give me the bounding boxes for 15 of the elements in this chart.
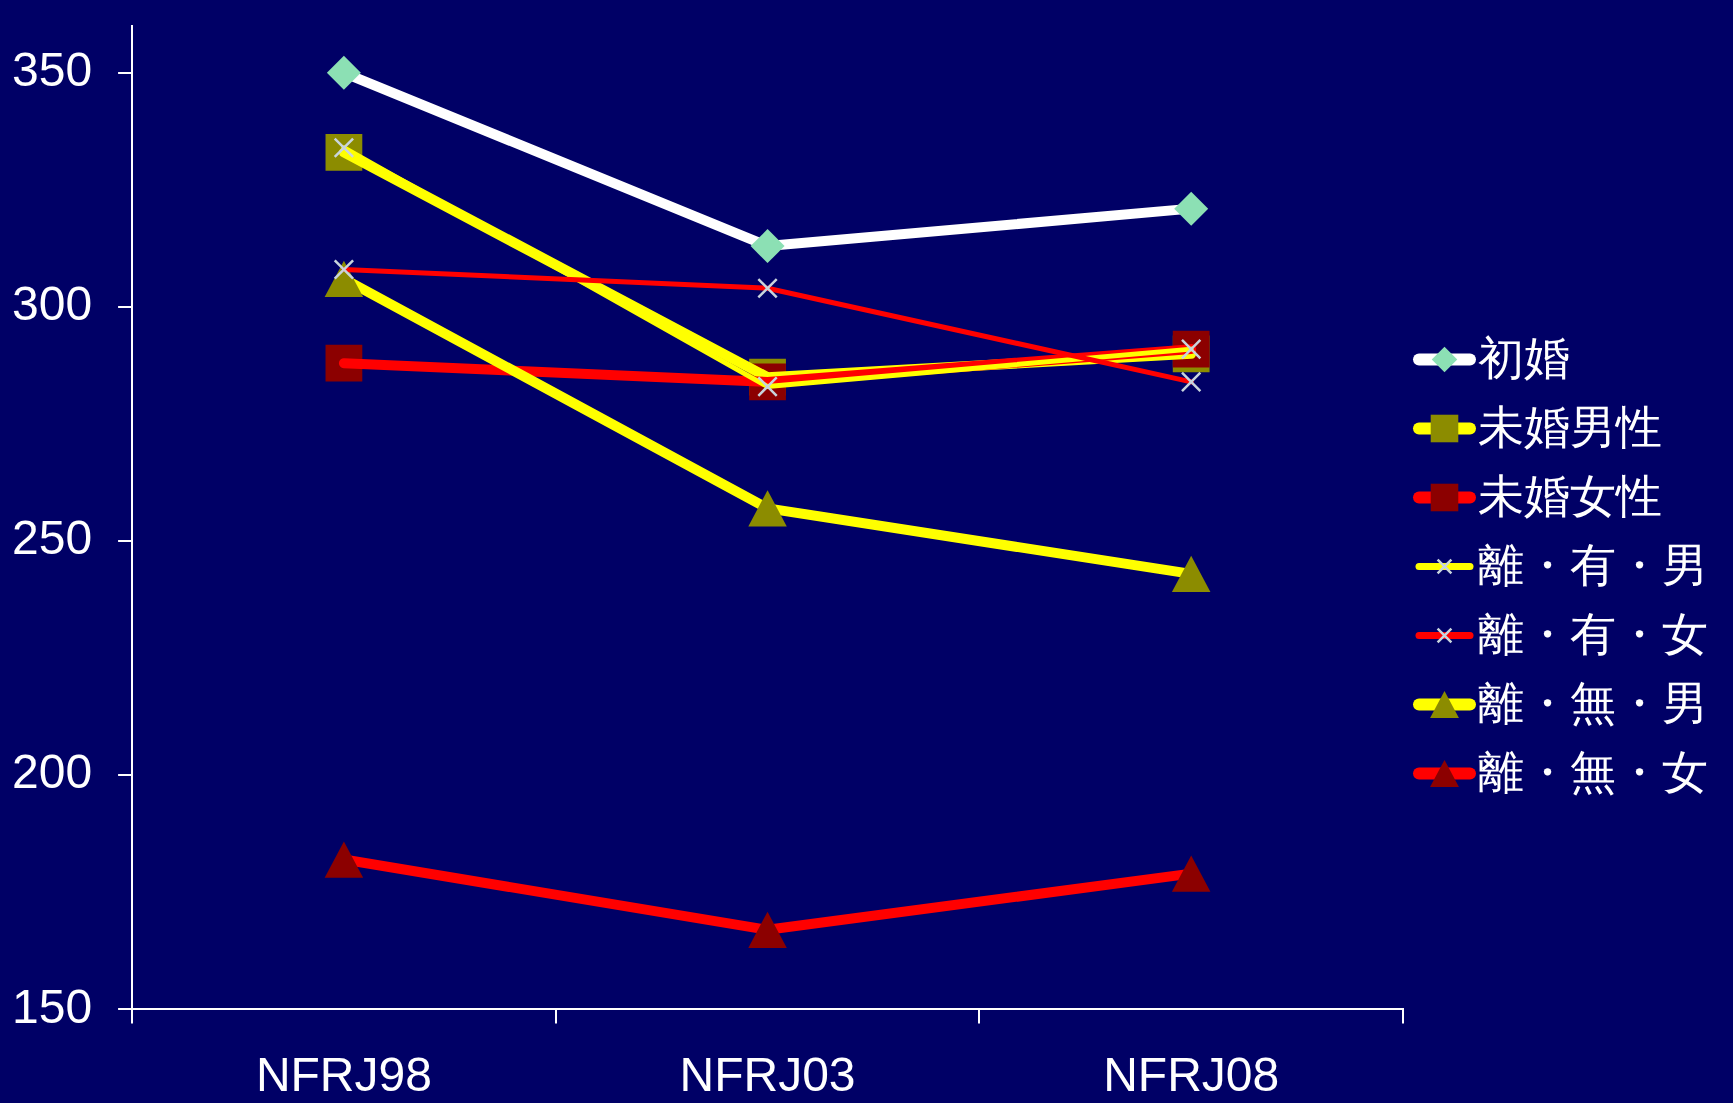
y-tick-label: 350 — [11, 43, 93, 97]
legend-label: 離・有・男 — [1478, 539, 1708, 592]
legend-label: 初婚 — [1478, 332, 1570, 385]
y-tick-label: 250 — [11, 511, 93, 565]
legend-label: 離・無・女 — [1478, 746, 1708, 799]
x-tick-label: NFRJ08 — [1103, 1048, 1280, 1102]
legend-label: 未婚女性 — [1478, 470, 1662, 523]
legend-label: 未婚男性 — [1478, 401, 1662, 454]
x-tick-label: NFRJ98 — [255, 1048, 432, 1102]
legend-label: 離・有・女 — [1478, 608, 1708, 661]
y-tick-label: 150 — [11, 979, 93, 1033]
legend-label: 離・無・男 — [1478, 677, 1708, 730]
y-tick-label: 200 — [11, 745, 93, 799]
y-tick-label: 300 — [11, 277, 93, 331]
x-tick-label: NFRJ03 — [679, 1048, 856, 1102]
